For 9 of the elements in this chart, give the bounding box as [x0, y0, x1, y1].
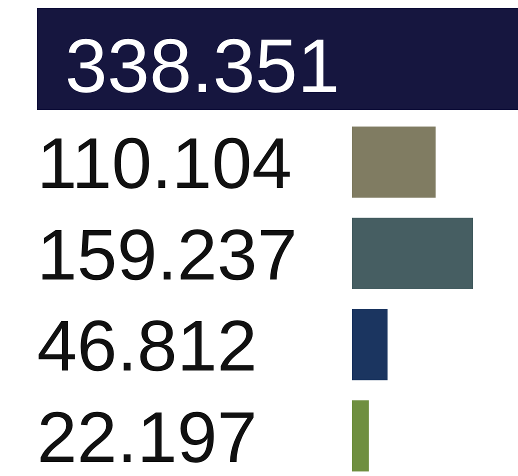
bar: [352, 400, 369, 472]
data-label: 46.812: [37, 306, 258, 387]
bar: [352, 218, 473, 289]
chart-title: 338.351: [65, 24, 340, 109]
data-label: 110.104: [37, 124, 292, 204]
bar: [352, 309, 388, 380]
bar: [352, 126, 436, 198]
data-label: 159.237: [37, 215, 298, 296]
data-label: 22.197: [37, 398, 258, 476]
